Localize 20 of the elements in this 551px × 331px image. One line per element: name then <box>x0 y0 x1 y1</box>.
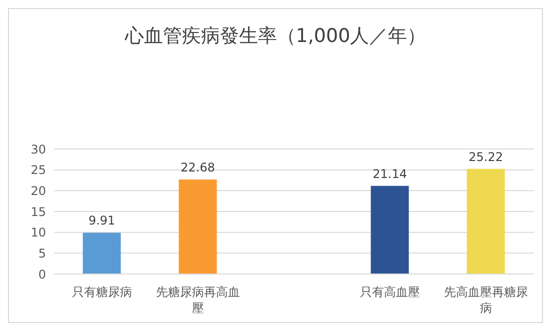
y-tick-label: 25 <box>30 163 46 178</box>
y-tick-label: 30 <box>30 142 46 156</box>
bar <box>370 186 409 274</box>
bar <box>466 168 505 274</box>
data-label: 21.14 <box>372 166 407 181</box>
data-label: 25.22 <box>468 150 503 164</box>
x-tick-label: 只有高血壓 <box>360 285 420 299</box>
bar <box>82 232 121 274</box>
y-tick-label: 20 <box>30 184 46 198</box>
y-tick-label: 5 <box>38 246 46 260</box>
data-label: 9.91 <box>88 214 116 228</box>
y-tick-label: 10 <box>30 226 46 240</box>
chart-title: 心血管疾病發生率（1,000人／年） <box>124 24 428 49</box>
bar <box>178 180 217 274</box>
x-tick-label: 先高血壓再糖尿病 <box>444 285 528 315</box>
x-tick-label: 只有糖尿病 <box>72 285 132 299</box>
x-tick-label: 先糖尿病再高血壓 <box>156 285 240 315</box>
data-label: 22.68 <box>180 160 215 174</box>
y-tick-label: 15 <box>30 204 46 219</box>
y-tick-label: 0 <box>38 267 46 282</box>
